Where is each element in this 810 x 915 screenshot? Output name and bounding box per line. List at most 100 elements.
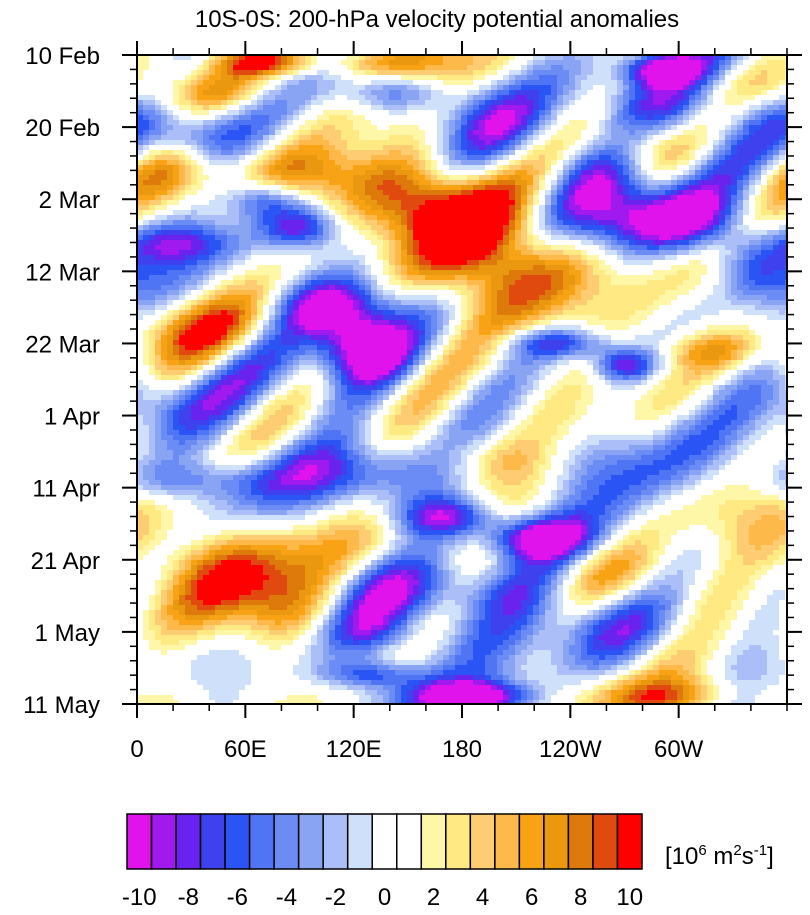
heatmap-cell (713, 240, 720, 246)
heatmap-cell (227, 65, 234, 71)
heatmap-cell (641, 235, 648, 241)
heatmap-cell (713, 70, 720, 76)
heatmap-cell (461, 85, 468, 91)
heatmap-cell (317, 195, 324, 201)
heatmap-cell (545, 65, 552, 71)
heatmap-cell (251, 130, 258, 136)
heatmap-cell (353, 155, 360, 161)
heatmap-cell (575, 130, 582, 136)
heatmap-cell (371, 170, 378, 176)
heatmap-cell (359, 230, 366, 236)
heatmap-cell (407, 125, 414, 131)
heatmap-cell (731, 90, 738, 96)
heatmap-cell (371, 160, 378, 166)
heatmap-cell (341, 275, 348, 281)
heatmap-cell (707, 190, 714, 196)
heatmap-cell (413, 230, 420, 236)
heatmap-cell (269, 135, 276, 141)
heatmap-cell (743, 195, 750, 201)
heatmap-cell (719, 170, 726, 176)
heatmap-cell (173, 120, 180, 126)
heatmap-cell (641, 160, 648, 166)
heatmap-cell (443, 205, 450, 211)
heatmap-cell (677, 180, 684, 186)
heatmap-cell (599, 205, 606, 211)
heatmap-cell (323, 280, 330, 286)
heatmap-cell (155, 140, 162, 146)
heatmap-cell (521, 235, 528, 241)
heatmap-cell (569, 80, 576, 86)
heatmap-cell (473, 155, 480, 161)
heatmap-cell (341, 225, 348, 231)
heatmap-cell (701, 205, 708, 211)
heatmap-cell (533, 220, 540, 226)
heatmap-cell (773, 60, 780, 66)
heatmap-cell (551, 55, 558, 61)
heatmap-cell (161, 250, 168, 256)
heatmap-cell (401, 240, 408, 246)
heatmap-cell (149, 190, 156, 196)
heatmap-cell (461, 205, 468, 211)
heatmap-cell (569, 55, 576, 61)
heatmap-cell (665, 145, 672, 151)
heatmap-cell (365, 220, 372, 226)
heatmap-cell (665, 270, 672, 276)
heatmap-cell (743, 215, 750, 221)
heatmap-cell (599, 265, 606, 271)
heatmap-cell (503, 200, 510, 206)
heatmap-cell (383, 100, 390, 106)
heatmap-cell (647, 190, 654, 196)
heatmap-cell (701, 235, 708, 241)
heatmap-cell (287, 195, 294, 201)
heatmap-cell (389, 215, 396, 221)
heatmap-cell (395, 200, 402, 206)
heatmap-cell (239, 110, 246, 116)
heatmap-cell (533, 105, 540, 111)
heatmap-cell (293, 215, 300, 221)
heatmap-cell (467, 110, 474, 116)
heatmap-cell (317, 90, 324, 96)
heatmap-cell (635, 115, 642, 121)
heatmap-cell (491, 60, 498, 66)
heatmap-cell (719, 220, 726, 226)
heatmap-cell (587, 155, 594, 161)
heatmap-cell (155, 230, 162, 236)
heatmap-cell (641, 85, 648, 91)
heatmap-cell (623, 275, 630, 281)
heatmap-cell (539, 215, 546, 221)
heatmap-cell (683, 205, 690, 211)
heatmap-cell (491, 140, 498, 146)
heatmap-cell (575, 265, 582, 271)
heatmap-cell (371, 250, 378, 256)
heatmap-cell (209, 135, 216, 141)
heatmap-cell (689, 240, 696, 246)
heatmap-cell (497, 280, 504, 286)
heatmap-cell (491, 200, 498, 206)
heatmap-cell (719, 260, 726, 266)
heatmap-cell (257, 210, 264, 216)
heatmap-cell (569, 135, 576, 141)
heatmap-cell (515, 110, 522, 116)
heatmap-cell (317, 260, 324, 266)
heatmap-cell (479, 80, 486, 86)
heatmap-cell (443, 160, 450, 166)
heatmap-cell (611, 135, 618, 141)
heatmap-cell (365, 140, 372, 146)
heatmap-cell (275, 185, 282, 191)
heatmap-cell (485, 205, 492, 211)
heatmap-cell (569, 190, 576, 196)
heatmap-cell (701, 260, 708, 266)
heatmap-cell (587, 220, 594, 226)
heatmap-cell (683, 200, 690, 206)
heatmap-cell (425, 105, 432, 111)
heatmap-cell (443, 225, 450, 231)
heatmap-cell (215, 210, 222, 216)
heatmap-cell (605, 145, 612, 151)
heatmap-cell (599, 75, 606, 81)
heatmap-cell (281, 275, 288, 281)
heatmap-cell (557, 195, 564, 201)
heatmap-cell (437, 115, 444, 121)
heatmap-cell (383, 115, 390, 121)
heatmap-cell (515, 270, 522, 276)
heatmap-cell (407, 70, 414, 76)
